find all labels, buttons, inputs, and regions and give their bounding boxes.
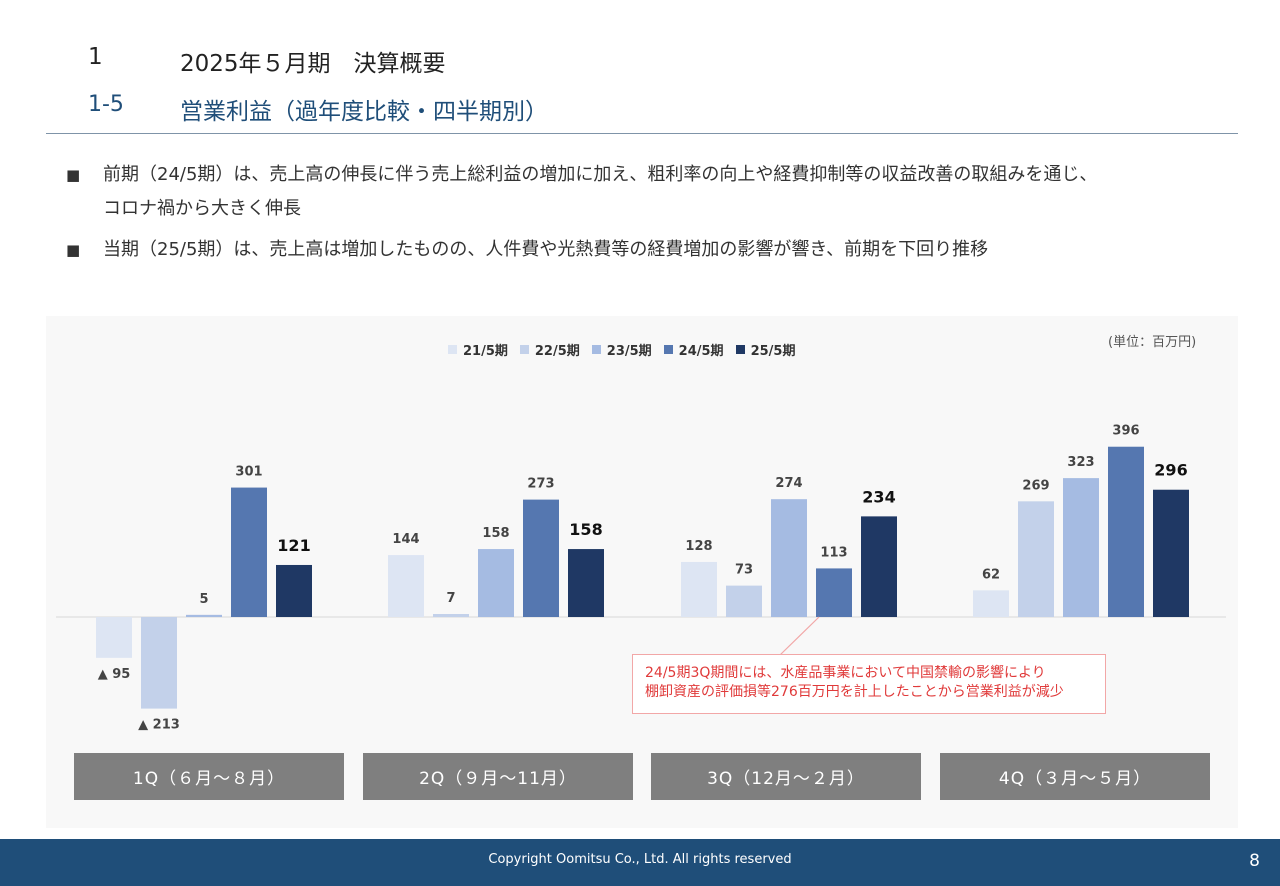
bar (478, 549, 514, 617)
data-label: ▲ 95 (98, 667, 131, 682)
unit-label: (単位：百万円) (1108, 335, 1197, 350)
data-label: 5 (199, 592, 208, 607)
data-label: 73 (735, 563, 753, 578)
bar (523, 499, 559, 617)
quarter-label-3q: 3Q（12月～２月） (651, 753, 921, 800)
copyright-text: Copyright Oomitsu Co., Ltd. All rights r… (488, 852, 792, 867)
bar (816, 568, 852, 617)
legend-label: 21/5期 (463, 344, 508, 359)
footer: Copyright Oomitsu Co., Ltd. All rights r… (0, 839, 1280, 886)
bar (231, 487, 267, 617)
bullet-item: ■ 当期（25/5期）は、売上高は増加したものの、人件費や光熱費等の経費増加の影… (66, 233, 1216, 267)
page-number: 8 (1249, 851, 1260, 871)
annotation-connector (779, 616, 820, 656)
page-title: 営業利益（過年度比較・四半期別） (180, 99, 548, 125)
data-label: 269 (1022, 478, 1049, 493)
bar (186, 614, 222, 617)
legend-label: 23/5期 (606, 344, 652, 359)
data-label: 144 (392, 532, 419, 547)
bullet-text-line: 前期（24/5期）は、売上高の伸長に伴う売上総利益の増加に加え、粗利率の向上や経… (103, 164, 1098, 185)
quarter-label-4q: 4Q（３月～５月） (940, 753, 1210, 800)
data-label: 128 (685, 539, 712, 554)
legend-label: 22/5期 (534, 344, 580, 359)
bar (726, 585, 762, 617)
data-label: 62 (982, 567, 1000, 582)
legend-item: 23/5期 (591, 340, 652, 359)
data-label: 301 (235, 465, 262, 480)
bar (96, 617, 132, 658)
bar (973, 590, 1009, 617)
data-label: 7 (446, 591, 455, 606)
data-label: 121 (277, 536, 310, 555)
data-label: 323 (1067, 455, 1094, 470)
bar (771, 499, 807, 617)
bar (433, 613, 469, 617)
subsection-number: 1-5 (88, 92, 124, 117)
bar (141, 617, 177, 709)
bar (861, 516, 897, 617)
legend-item: 22/5期 (519, 340, 580, 359)
bullet-square-icon: ■ (66, 241, 81, 259)
data-label: 234 (862, 487, 895, 506)
legend-swatch (591, 345, 601, 354)
bar (1018, 501, 1054, 617)
quarter-label-1q: 1Q（６月～８月） (74, 753, 344, 800)
legend-label: 25/5期 (750, 344, 796, 359)
bar (1108, 446, 1144, 617)
bullet-item: ■ 前期（24/5期）は、売上高の伸長に伴う売上総利益の増加に加え、粗利率の向上… (66, 158, 1216, 226)
bar (1153, 489, 1189, 617)
header-divider (46, 133, 1238, 134)
data-label: 113 (820, 545, 847, 560)
legend-item: 21/5期 (448, 340, 508, 359)
chart-panel: ▲ 95 ▲ 213 5 301 121 144 7 158 273 158 128 73 274 113… (46, 316, 1238, 828)
bar (1063, 478, 1099, 617)
data-label: 158 (569, 520, 602, 539)
quarter-label-2q: 2Q（９月～11月） (363, 753, 633, 800)
section-number: 1 (88, 44, 103, 70)
legend-swatch (663, 345, 673, 354)
bar (276, 564, 312, 617)
bullet-text-line: 当期（25/5期）は、売上高は増加したものの、人件費や光熱費等の経費増加の影響が… (103, 239, 989, 260)
bar (388, 555, 424, 617)
data-label: 273 (527, 477, 554, 492)
annotation-line: 24/5期3Q期間には、水産品事業において中国禁輸の影響により (645, 665, 1046, 681)
bar (681, 561, 717, 617)
annotation-callout: 24/5期3Q期間には、水産品事業において中国禁輸の影響により 棚卸資産の評価損… (632, 654, 1106, 714)
data-label: 274 (775, 476, 802, 491)
legend-item: 24/5期 (663, 340, 724, 359)
data-label: 158 (482, 526, 509, 541)
legend-label: 24/5期 (678, 344, 724, 359)
legend-item: 25/5期 (735, 340, 796, 359)
section-title: 2025年５月期 決算概要 (180, 51, 446, 77)
data-label: 296 (1154, 461, 1187, 480)
data-label: 396 (1112, 424, 1139, 439)
annotation-line: 棚卸資産の評価損等276百万円を計上したことから営業利益が減少 (645, 684, 1064, 700)
bar (568, 549, 604, 617)
legend-swatch (448, 345, 457, 354)
legend-swatch (735, 345, 745, 354)
bullet-square-icon: ■ (66, 166, 81, 184)
bullet-text-line: コロナ禍から大きく伸長 (103, 198, 301, 219)
data-label: ▲ 213 (138, 718, 180, 733)
legend-swatch (519, 345, 529, 354)
bar-chart: ▲ 95 ▲ 213 5 301 121 144 7 158 273 158 128 73 274 113… (56, 424, 1226, 733)
chart-legend: 21/5期 22/5期 23/5期 24/5期 25/5期 (448, 340, 795, 359)
